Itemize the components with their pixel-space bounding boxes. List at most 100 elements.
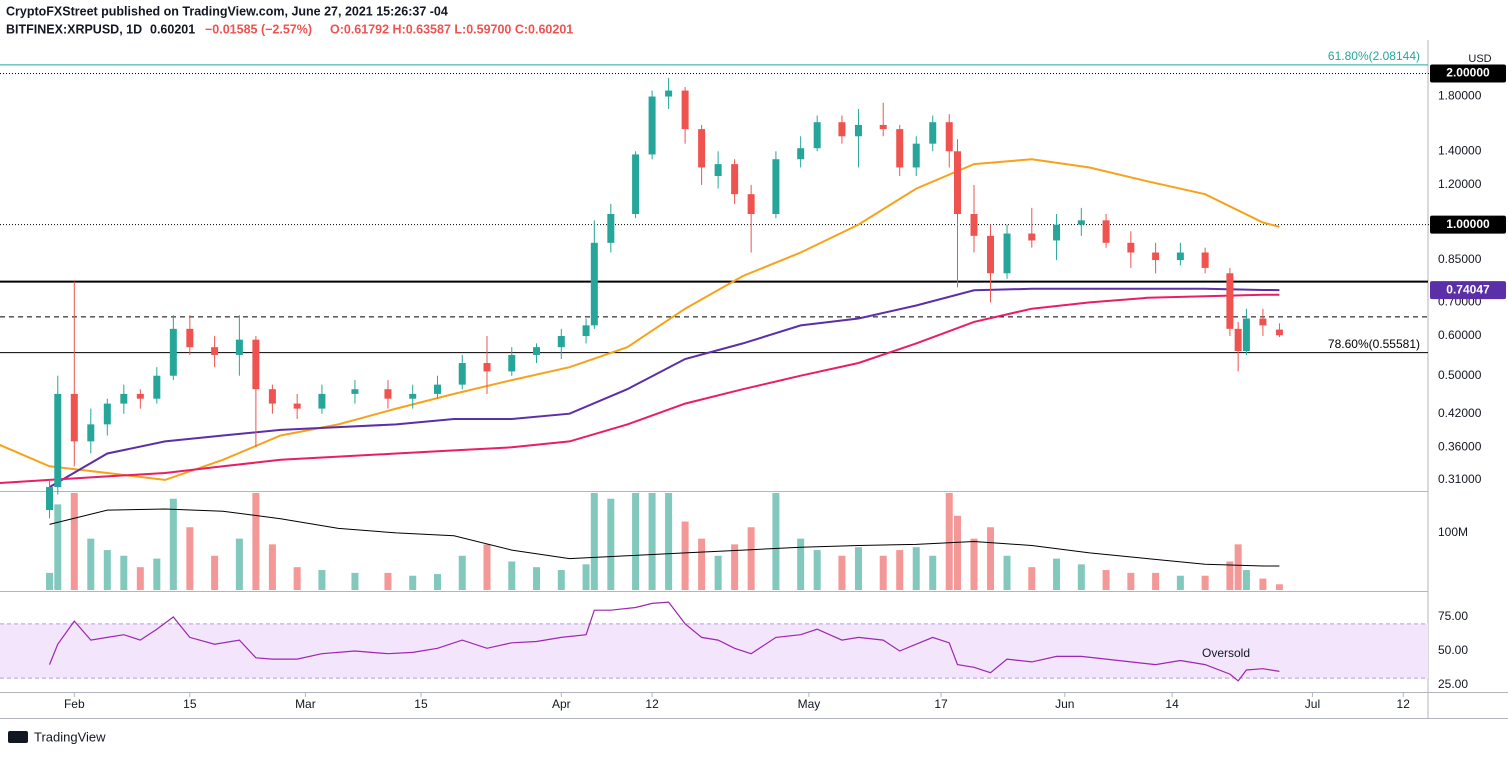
volume-bar — [1003, 555, 1011, 590]
volume-bar — [169, 498, 177, 590]
volume-bar — [954, 515, 962, 590]
level-box — [1430, 64, 1506, 83]
volume-bar — [1242, 570, 1250, 590]
candle-body — [268, 389, 276, 404]
volume-bar — [648, 493, 656, 590]
candle-body — [557, 335, 565, 348]
candle-body — [1176, 252, 1184, 261]
volume-bar — [1028, 567, 1036, 590]
volume-bar — [929, 555, 937, 590]
volume-bar — [87, 538, 95, 590]
y-tick-label: 0.42000 — [1438, 406, 1482, 420]
volume-bar — [1275, 584, 1283, 590]
y-tick-label: 100M — [1438, 525, 1468, 539]
candle-body — [681, 90, 689, 130]
symbol: BITFINEX:XRPUSD, 1D — [6, 22, 142, 36]
x-tick-label: 12 — [1397, 697, 1411, 711]
volume-bar — [1234, 544, 1242, 590]
last-price: 0.60201 — [150, 22, 195, 36]
x-tick-label: 14 — [1165, 697, 1179, 711]
candle-body — [483, 363, 491, 372]
volume-bar — [698, 538, 706, 590]
volume-bar — [293, 567, 301, 590]
footer: TradingView — [34, 729, 106, 744]
level-label: 0.74047 — [1446, 282, 1490, 296]
volume-bar — [384, 572, 392, 590]
rsi-line — [48, 601, 1280, 682]
volume-bar — [508, 561, 516, 590]
volume-bar — [1226, 561, 1234, 590]
candle-body — [103, 403, 111, 425]
candle-body — [607, 214, 615, 243]
x-tick-label: Jul — [1305, 697, 1320, 711]
rsi-band — [0, 623, 1428, 679]
candle-body — [912, 143, 920, 168]
volume-bar — [912, 547, 920, 590]
volume-bar — [458, 555, 466, 590]
volume-bar — [483, 544, 491, 590]
candle-body — [854, 124, 862, 137]
level-box — [1430, 281, 1506, 300]
volume-bar — [103, 550, 111, 590]
candle-body — [1003, 233, 1011, 274]
moving-average — [0, 293, 1280, 484]
volume-bar — [714, 555, 722, 590]
x-tick-label: Mar — [295, 697, 316, 711]
candle-body — [70, 393, 78, 442]
logo — [8, 731, 28, 743]
volume-bar — [797, 538, 805, 590]
candle-body — [772, 159, 780, 215]
volume-average — [49, 508, 1280, 567]
volume-bar — [211, 555, 219, 590]
candle-body — [1028, 233, 1036, 241]
candle-body — [1226, 273, 1234, 329]
candle-body — [945, 122, 953, 152]
y-tick-label: 0.50000 — [1438, 368, 1482, 382]
candle-body — [987, 235, 995, 274]
candle-body — [235, 339, 243, 355]
volume-bar — [557, 570, 565, 590]
publisher: CryptoFXStreet published on TradingView.… — [6, 4, 448, 18]
volume-bar — [1102, 570, 1110, 590]
candle-body — [46, 487, 54, 511]
x-tick-label: 12 — [645, 697, 659, 711]
volume-bar — [409, 575, 417, 590]
y-tick-label: 0.31000 — [1438, 472, 1482, 486]
candle-body — [648, 96, 656, 155]
candle-body — [970, 214, 978, 236]
volume-bar — [582, 564, 590, 590]
y-tick-label: 50.00 — [1438, 643, 1468, 657]
candle-body — [293, 403, 301, 409]
level-box — [1430, 215, 1506, 234]
candle-body — [879, 124, 887, 130]
candle-body — [896, 129, 904, 168]
volume-bar — [268, 544, 276, 590]
y-tick-label: 25.00 — [1438, 677, 1468, 691]
x-tick-label: 15 — [183, 697, 197, 711]
candle-body — [929, 122, 937, 144]
ohlc: O:0.61792 H:0.63587 L:0.59700 C:0.60201 — [330, 22, 573, 36]
volume-bar — [747, 527, 755, 590]
candle-body — [838, 122, 846, 137]
y-tick-label: 0.85000 — [1438, 252, 1482, 266]
candle-body — [508, 354, 516, 372]
volume-bar — [1152, 572, 1160, 590]
volume-bar — [879, 555, 887, 590]
candle-body — [582, 325, 590, 336]
y-tick-label: 0.36000 — [1438, 440, 1482, 454]
candle-body — [384, 389, 392, 399]
x-tick-label: May — [798, 697, 821, 711]
volume-bar — [970, 538, 978, 590]
candle-body — [458, 363, 466, 385]
candle-body — [813, 122, 821, 149]
volume-bar — [46, 572, 54, 590]
level-label: 78.60%(0.55581) — [1328, 337, 1420, 351]
candle-body — [714, 164, 722, 177]
candle-body — [747, 194, 755, 215]
volume-bar — [813, 550, 821, 590]
candle-body — [797, 148, 805, 160]
candle-body — [590, 242, 598, 326]
candle-body — [533, 347, 541, 355]
y-tick-label: 1.40000 — [1438, 143, 1482, 157]
